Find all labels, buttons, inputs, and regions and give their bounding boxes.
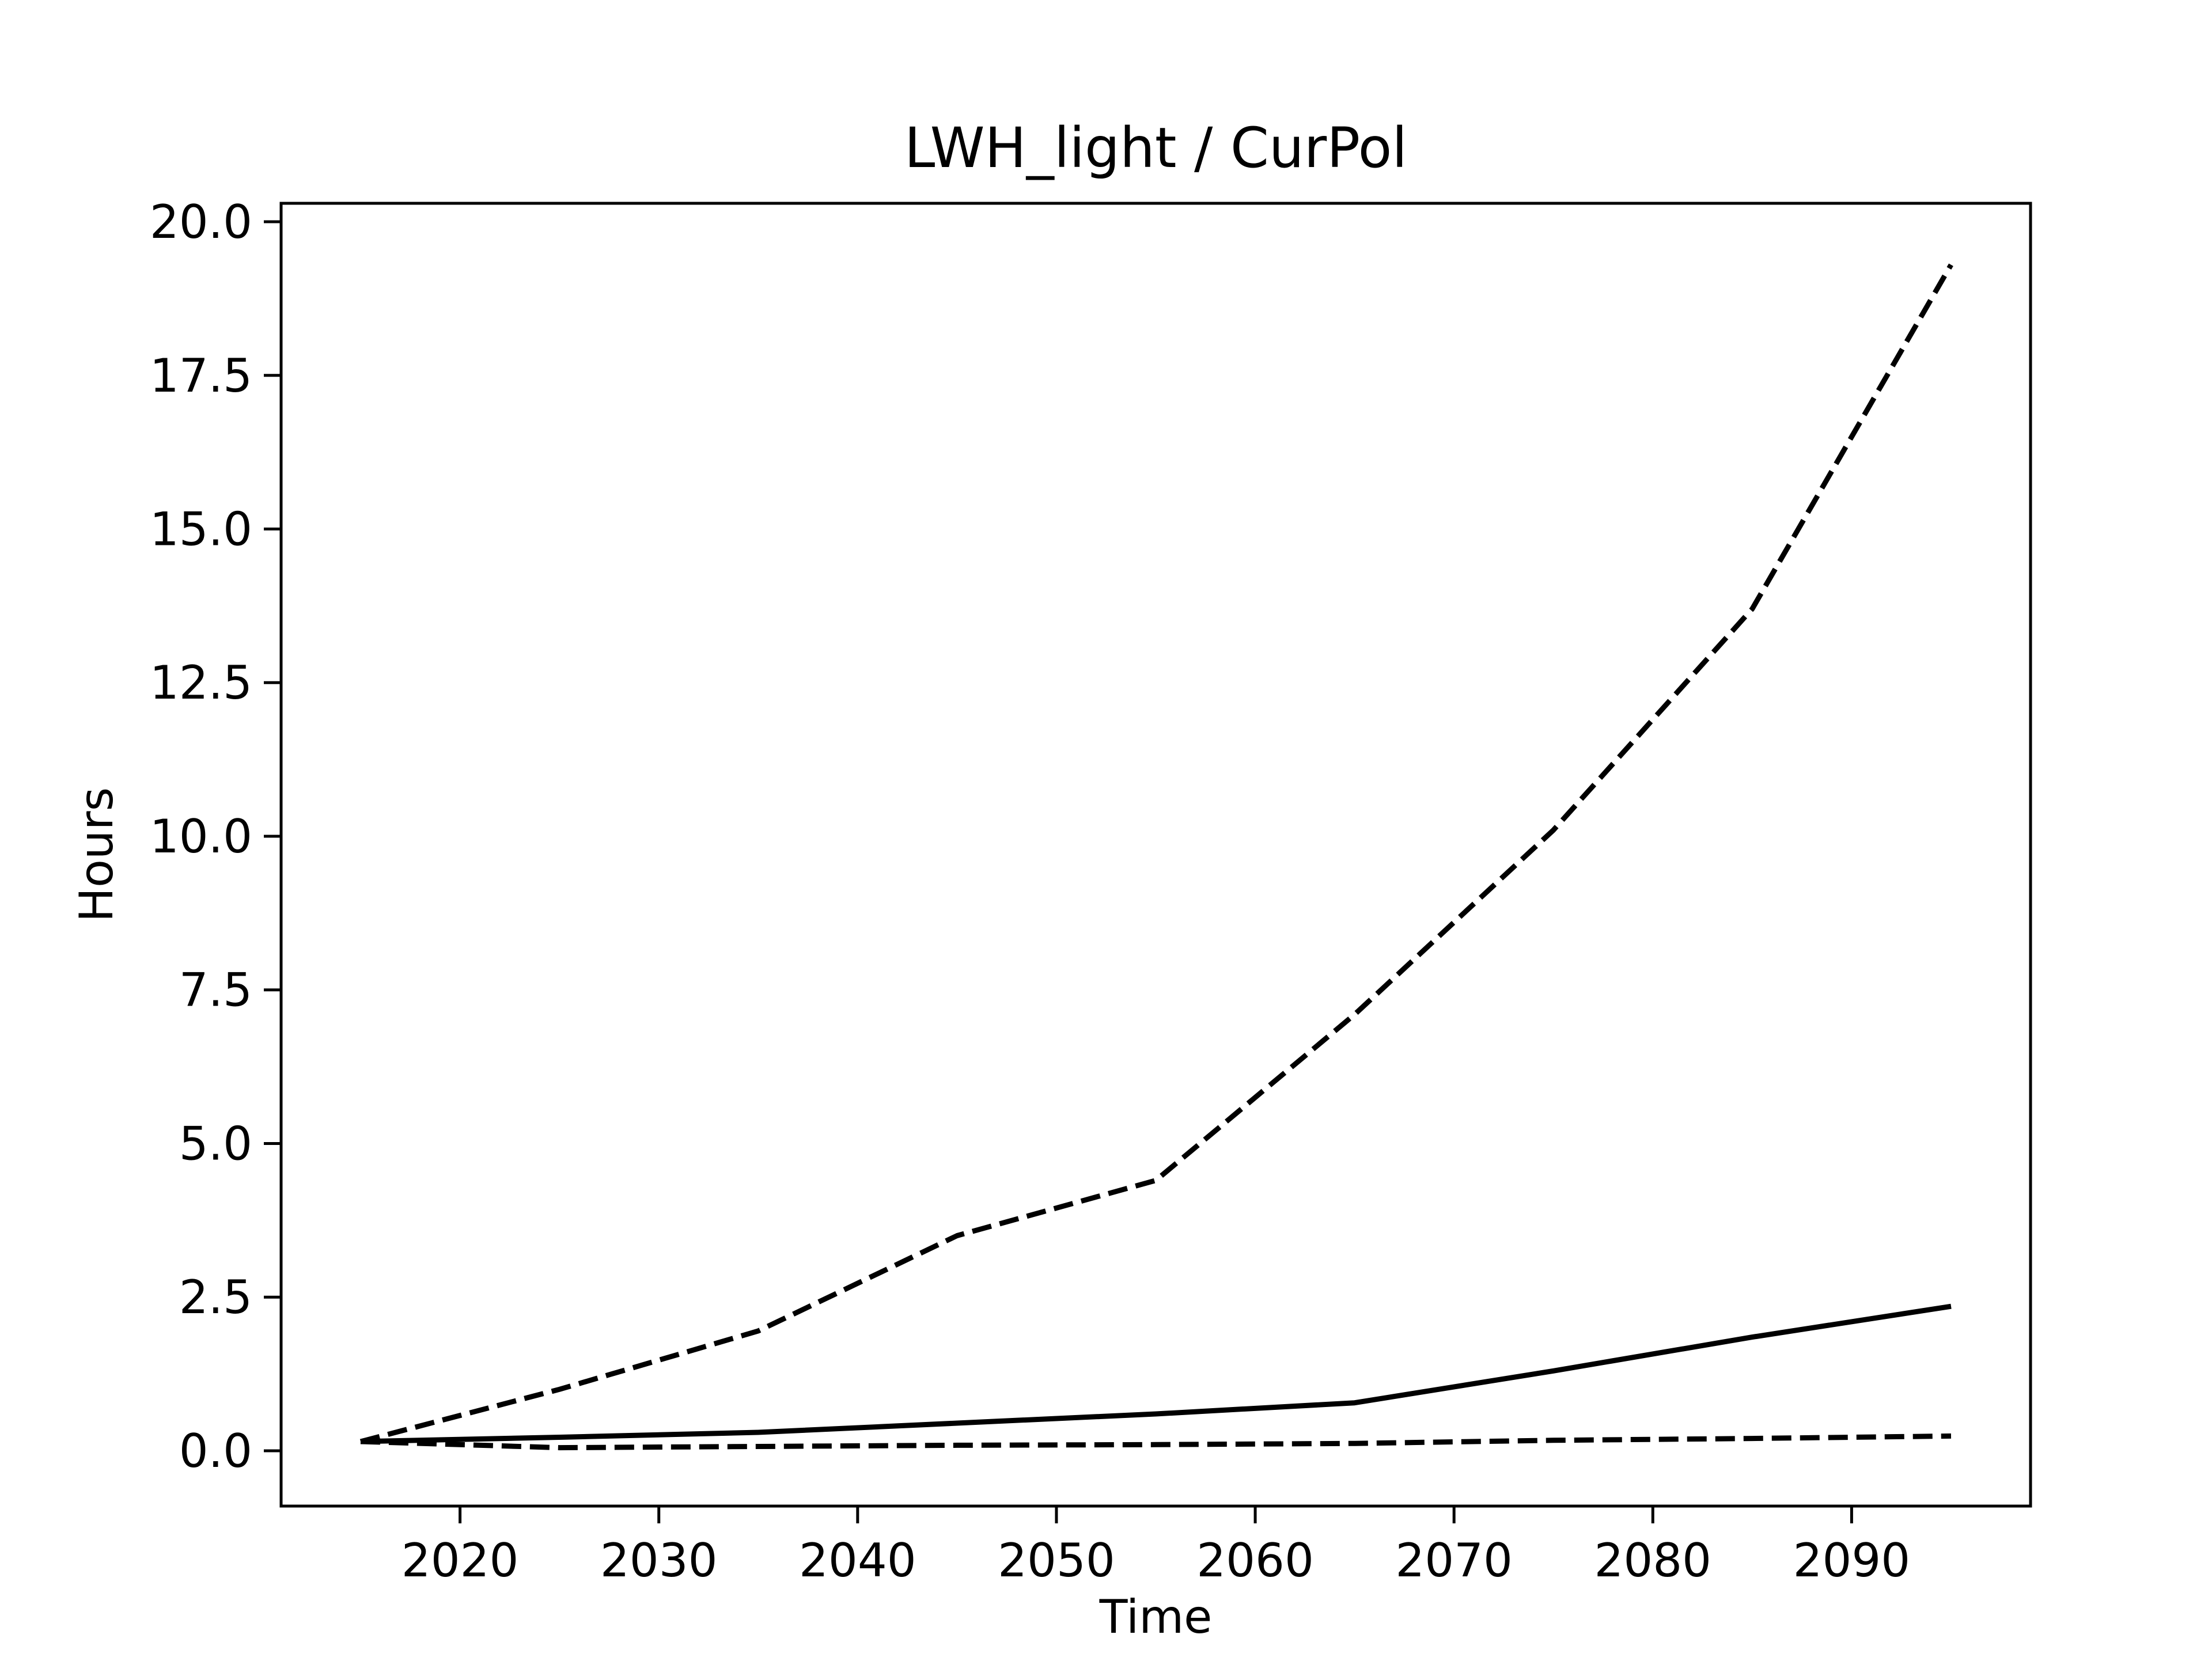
x-tick-label: 2020 [402, 1534, 519, 1587]
y-axis-title: Hours [70, 787, 123, 922]
x-tick-label: 2080 [1594, 1534, 1711, 1587]
x-axis-title: Time [1099, 1590, 1213, 1644]
x-tick-label: 2070 [1395, 1534, 1513, 1587]
y-tick-label: 17.5 [150, 349, 252, 403]
y-tick-label: 10.0 [150, 810, 252, 863]
x-tick-label: 2050 [998, 1534, 1115, 1587]
x-tick-label: 2090 [1793, 1534, 1911, 1587]
y-tick-label: 2.5 [179, 1271, 252, 1324]
y-tick-label: 5.0 [179, 1117, 252, 1170]
series-layer [359, 263, 1953, 1451]
y-tick-label: 12.5 [150, 656, 252, 710]
y-tick-label: 15.0 [150, 503, 252, 556]
y-axis: 0.0 2.5 5.0 7.5 10.0 12.5 15.0 17.5 20.0 [150, 195, 281, 1478]
x-tick-label: 2030 [600, 1534, 718, 1587]
series-line-2-solid [360, 1303, 1952, 1444]
x-axis: 2020 2030 2040 2050 2060 2070 2080 2090 [402, 1506, 1910, 1587]
y-tick-label: 7.5 [179, 964, 252, 1017]
chart-title: LWH_light / CurPol [904, 116, 1407, 180]
y-tick-label: 0.0 [179, 1424, 252, 1478]
series-line-3-dashed [360, 1433, 1952, 1451]
y-tick-label: 20.0 [150, 195, 252, 249]
x-tick-label: 2060 [1196, 1534, 1314, 1587]
plot-frame [279, 202, 2032, 1508]
x-tick-label: 2040 [799, 1534, 916, 1587]
series-line-1-dashed [359, 263, 1953, 1444]
